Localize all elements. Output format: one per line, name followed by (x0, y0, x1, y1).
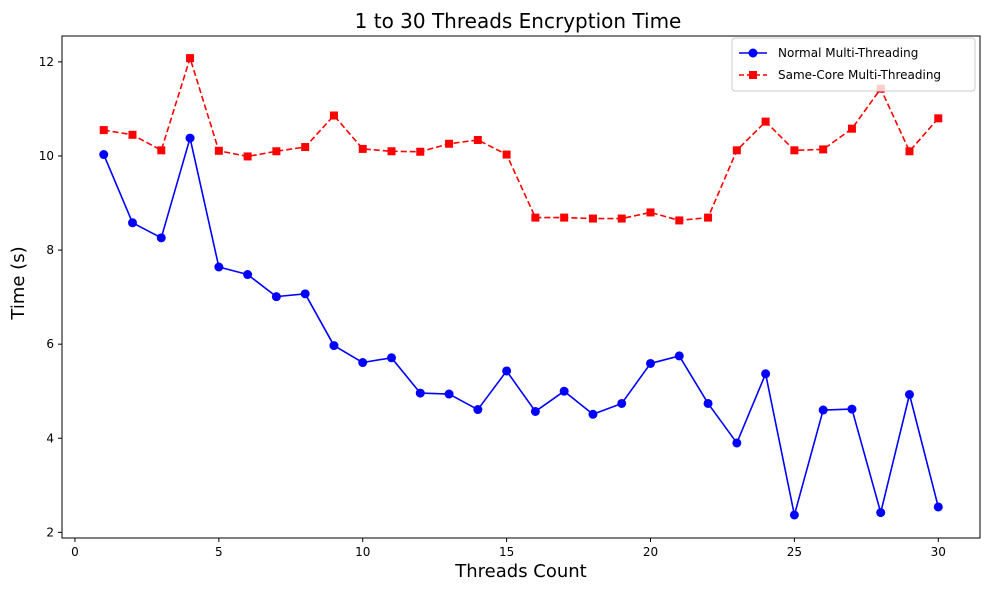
x-tick-label: 25 (787, 545, 802, 559)
data-point-normal (703, 398, 713, 408)
data-point-same-core (588, 214, 597, 223)
data-point-normal (329, 341, 339, 351)
data-point-normal (415, 388, 425, 398)
data-point-normal (444, 389, 454, 399)
data-point-same-core (243, 152, 252, 161)
x-axis: 0 5 10 15 20 25 30 (71, 538, 946, 559)
data-point-normal (588, 409, 598, 419)
series-line-normal (102, 137, 940, 516)
x-tick-label: 0 (71, 545, 79, 559)
y-tick-label: 2 (46, 525, 54, 539)
data-point-normal (761, 369, 771, 379)
data-point-normal (358, 358, 368, 368)
data-point-normal (818, 405, 828, 415)
x-tick-label: 30 (931, 545, 946, 559)
data-point-same-core (473, 135, 482, 144)
data-point-same-core (502, 150, 511, 159)
data-point-normal (530, 406, 540, 416)
data-point-normal (473, 405, 483, 415)
series-line-same-core (103, 57, 939, 222)
data-point-normal (559, 386, 569, 396)
data-point-same-core (128, 130, 137, 139)
legend-box (731, 37, 976, 92)
data-point-normal (300, 289, 310, 299)
data-point-normal (243, 270, 253, 280)
plot-area (61, 35, 981, 539)
data-point-normal (502, 366, 512, 376)
data-point-normal (156, 233, 166, 243)
data-point-normal (904, 390, 914, 400)
data-point-same-core (934, 114, 943, 123)
data-point-same-core (732, 146, 741, 155)
y-axis: 2 4 6 8 10 12 (39, 55, 62, 539)
data-point-same-core (416, 147, 425, 156)
data-point-normal (674, 351, 684, 361)
x-tick-label: 10 (355, 545, 370, 559)
data-point-same-core (905, 147, 914, 156)
data-point-same-core (329, 111, 338, 120)
data-point-same-core (704, 213, 713, 222)
x-tick-label: 20 (643, 545, 658, 559)
legend-entry-same-core: Same-Core Multi-Threading (739, 68, 941, 82)
y-tick-label: 12 (39, 55, 54, 69)
data-point-normal (387, 353, 397, 363)
legend-label-normal: Normal Multi-Threading (778, 46, 918, 60)
chart-title: 1 to 30 Threads Encryption Time (355, 9, 682, 33)
series-layer (99, 54, 943, 520)
data-point-same-core (157, 146, 166, 155)
data-point-same-core (272, 147, 281, 156)
legend-marker-same-core (749, 71, 757, 79)
legend: Normal Multi-Threading Same-Core Multi-T… (731, 37, 976, 92)
y-tick-label: 6 (46, 337, 54, 351)
data-point-same-core (214, 146, 223, 155)
plot-frame (61, 35, 981, 539)
data-point-same-core (790, 146, 799, 155)
data-point-same-core (646, 208, 655, 217)
y-tick-label: 10 (39, 149, 54, 163)
data-point-normal (645, 358, 655, 368)
y-tick-label: 8 (46, 243, 54, 257)
series-normal (99, 133, 943, 520)
legend-label-same-core: Same-Core Multi-Threading (778, 68, 941, 82)
data-point-same-core (301, 143, 310, 152)
data-point-same-core (445, 139, 454, 148)
y-axis-title: Time (s) (8, 246, 29, 320)
data-point-normal (271, 292, 281, 302)
data-point-same-core (186, 54, 195, 63)
data-point-same-core (560, 213, 569, 222)
data-point-normal (128, 218, 138, 228)
data-point-normal (99, 150, 109, 160)
data-point-same-core (819, 145, 828, 154)
legend-entry-normal: Normal Multi-Threading (739, 46, 918, 60)
y-tick-label: 4 (46, 431, 54, 445)
data-point-same-core (761, 117, 770, 126)
data-point-same-core (531, 213, 540, 222)
x-axis-title: Threads Count (454, 561, 587, 582)
data-point-normal (732, 438, 742, 448)
data-point-same-core (847, 124, 856, 133)
data-point-same-core (387, 147, 396, 156)
data-point-normal (847, 404, 857, 414)
series-same-core (99, 54, 943, 225)
data-point-same-core (99, 126, 108, 135)
x-tick-label: 15 (499, 545, 514, 559)
data-point-same-core (675, 216, 684, 225)
data-point-normal (876, 508, 886, 518)
data-point-normal (789, 510, 799, 520)
data-point-normal (617, 398, 627, 408)
x-tick-label: 5 (215, 545, 223, 559)
data-point-normal (933, 502, 943, 512)
data-point-same-core (358, 144, 367, 153)
data-point-normal (214, 262, 224, 272)
data-point-normal (185, 133, 195, 143)
data-point-same-core (617, 214, 626, 223)
legend-marker-normal (748, 48, 758, 58)
